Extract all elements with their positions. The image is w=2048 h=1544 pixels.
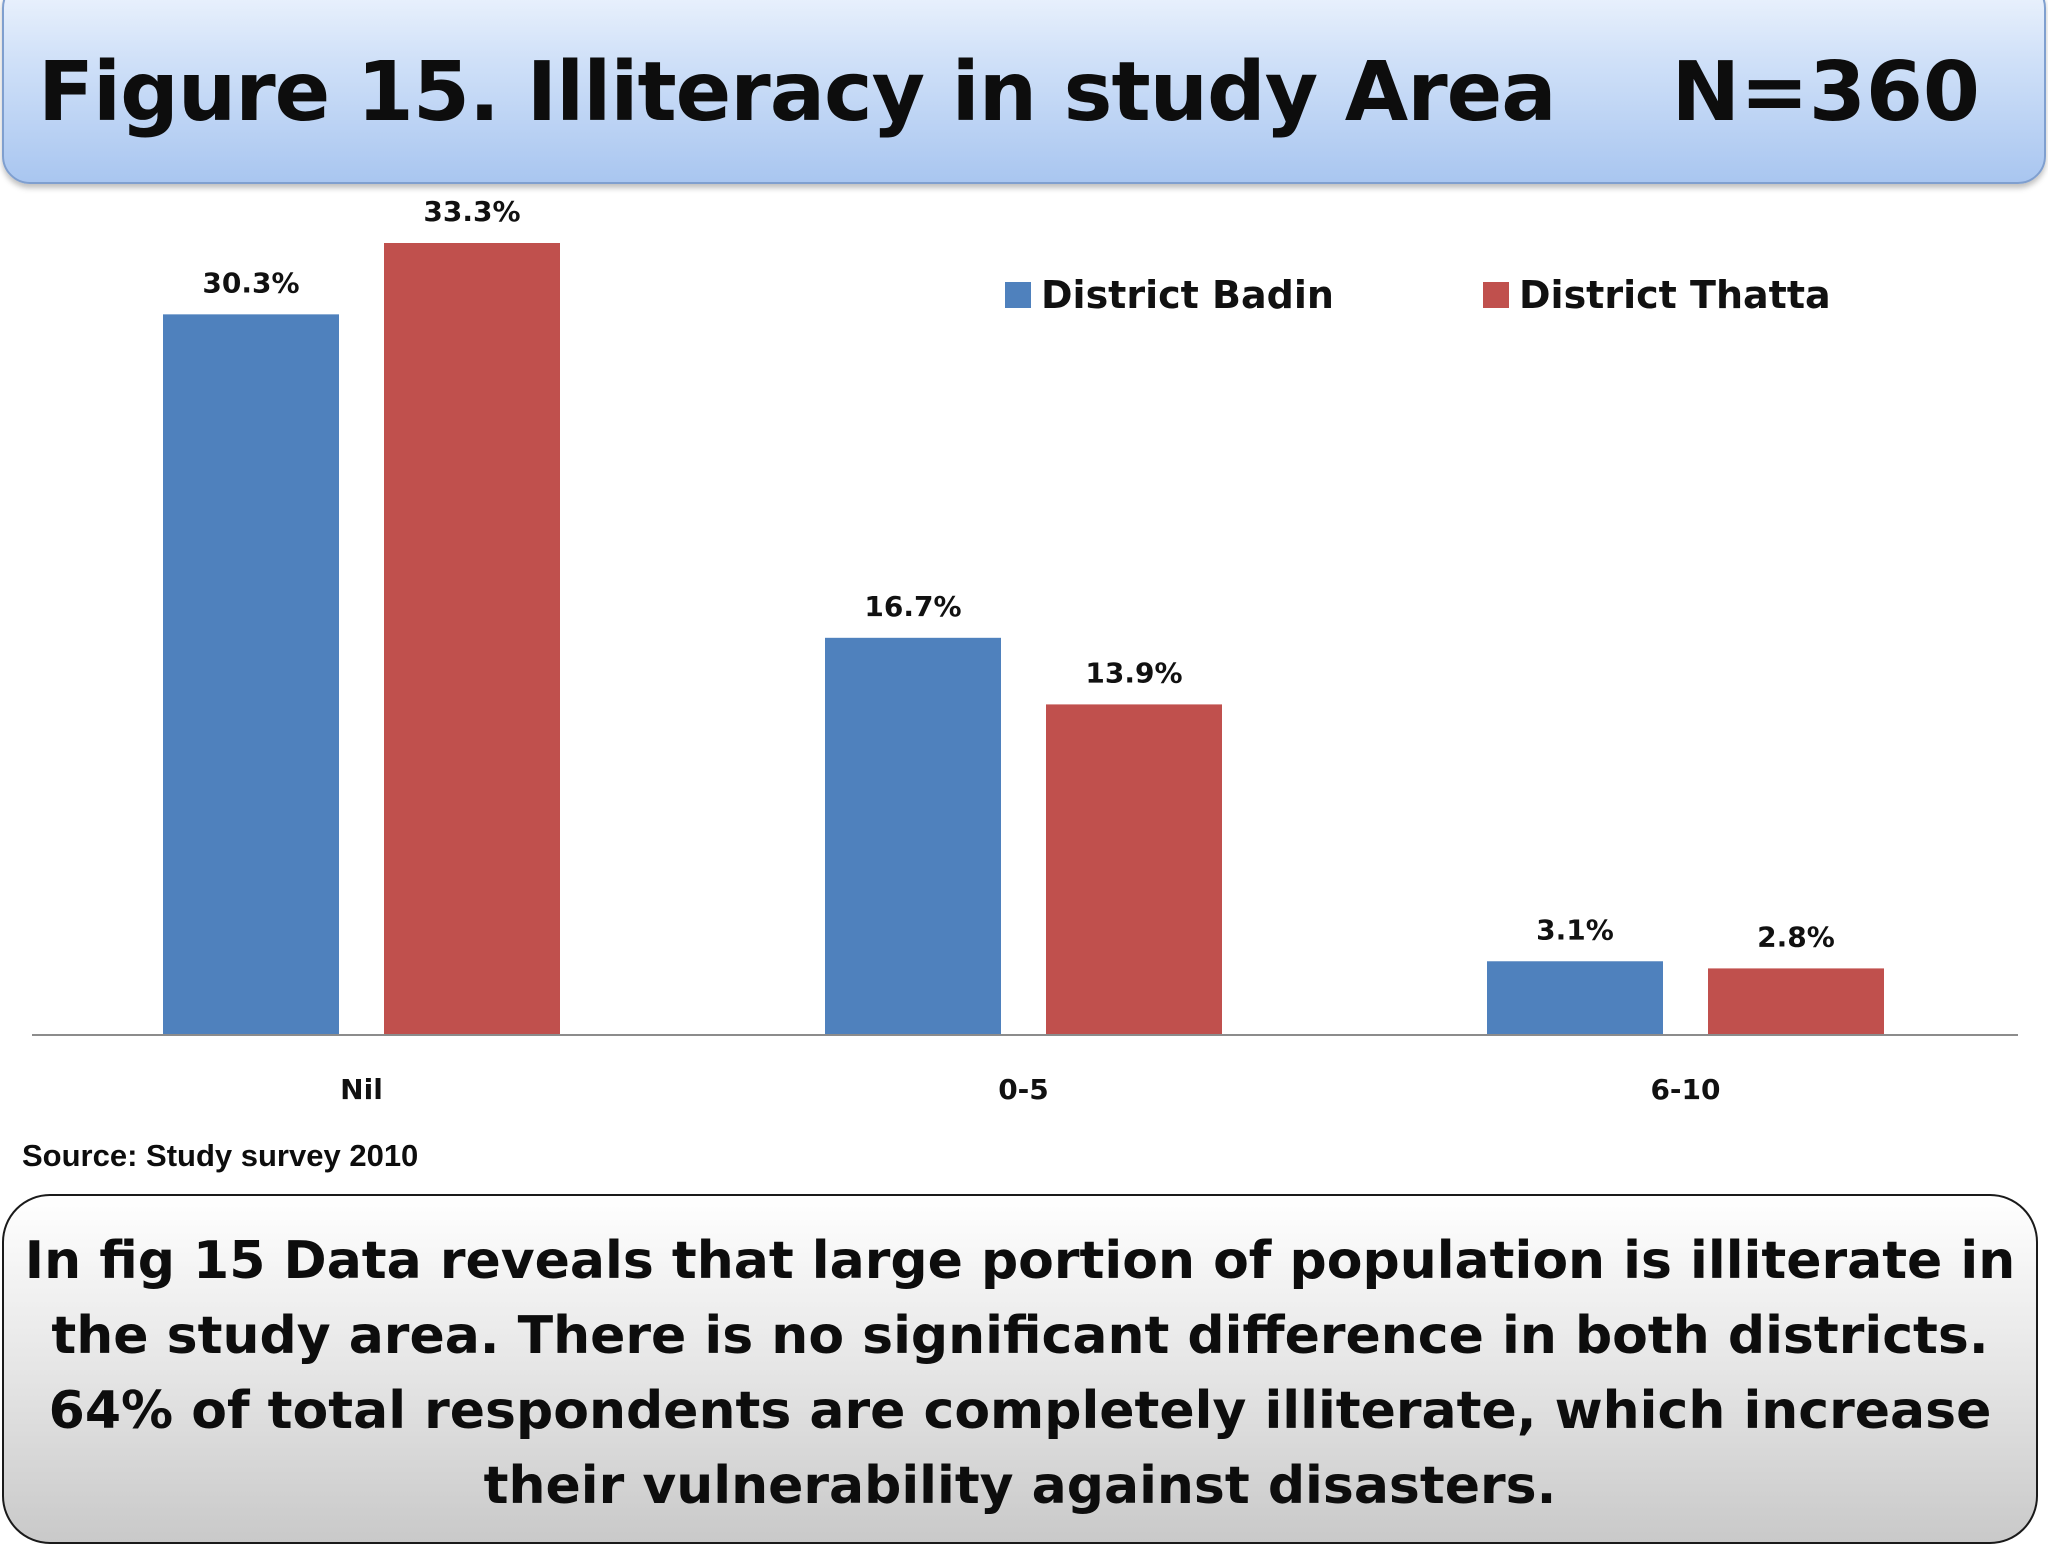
bar-district-thatta-1: [1046, 704, 1222, 1035]
data-label-district-badin-2: 3.1%: [1536, 913, 1614, 946]
category-label-2: 6-10: [1650, 1073, 1720, 1106]
bar-chart: 30.3% 16.7% 3.1% 33.3% 13.9% 2.8% Nil 0-5 6-10: [32, 195, 2018, 1106]
title-banner: [2, 0, 2046, 184]
data-label-district-thatta-2: 2.8%: [1757, 920, 1835, 953]
legend-swatch-badin: [1005, 282, 1031, 308]
bar-district-badin-2: [1487, 961, 1663, 1035]
source-note: Source: Study survey 2010: [22, 1138, 419, 1173]
chart-legend: District Badin District Thatta: [1005, 270, 1865, 320]
summary-text: In fig 15 Data reveals that large portio…: [24, 1231, 2016, 1516]
page-title: Figure 15. Illiteracy in study Area: [38, 45, 1557, 140]
bar-district-badin-1: [825, 637, 1001, 1035]
category-label-1: 0-5: [998, 1073, 1049, 1106]
bar-district-thatta-2: [1708, 968, 1884, 1035]
data-label-district-thatta-1: 13.9%: [1085, 656, 1182, 689]
summary-box: In fig 15 Data reveals that large portio…: [2, 1194, 2038, 1544]
legend-item-badin: District Badin: [1005, 270, 1334, 320]
data-label-district-badin-1: 16.7%: [864, 590, 961, 623]
legend-item-thatta: District Thatta: [1483, 270, 1831, 320]
bar-district-badin-0: [163, 314, 339, 1036]
bars-layer: 30.3% 16.7% 3.1% 33.3% 13.9% 2.8%: [163, 195, 1884, 1036]
category-labels: Nil 0-5 6-10: [340, 1073, 1720, 1106]
legend-swatch-thatta: [1483, 282, 1509, 308]
category-label-0: Nil: [340, 1073, 383, 1106]
legend-label-thatta: District Thatta: [1519, 273, 1831, 317]
data-label-district-badin-0: 30.3%: [202, 266, 299, 299]
sample-size: N=360: [1671, 45, 1980, 140]
data-label-district-thatta-0: 33.3%: [423, 195, 520, 228]
bar-district-thatta-0: [384, 243, 560, 1035]
legend-label-badin: District Badin: [1041, 273, 1334, 317]
